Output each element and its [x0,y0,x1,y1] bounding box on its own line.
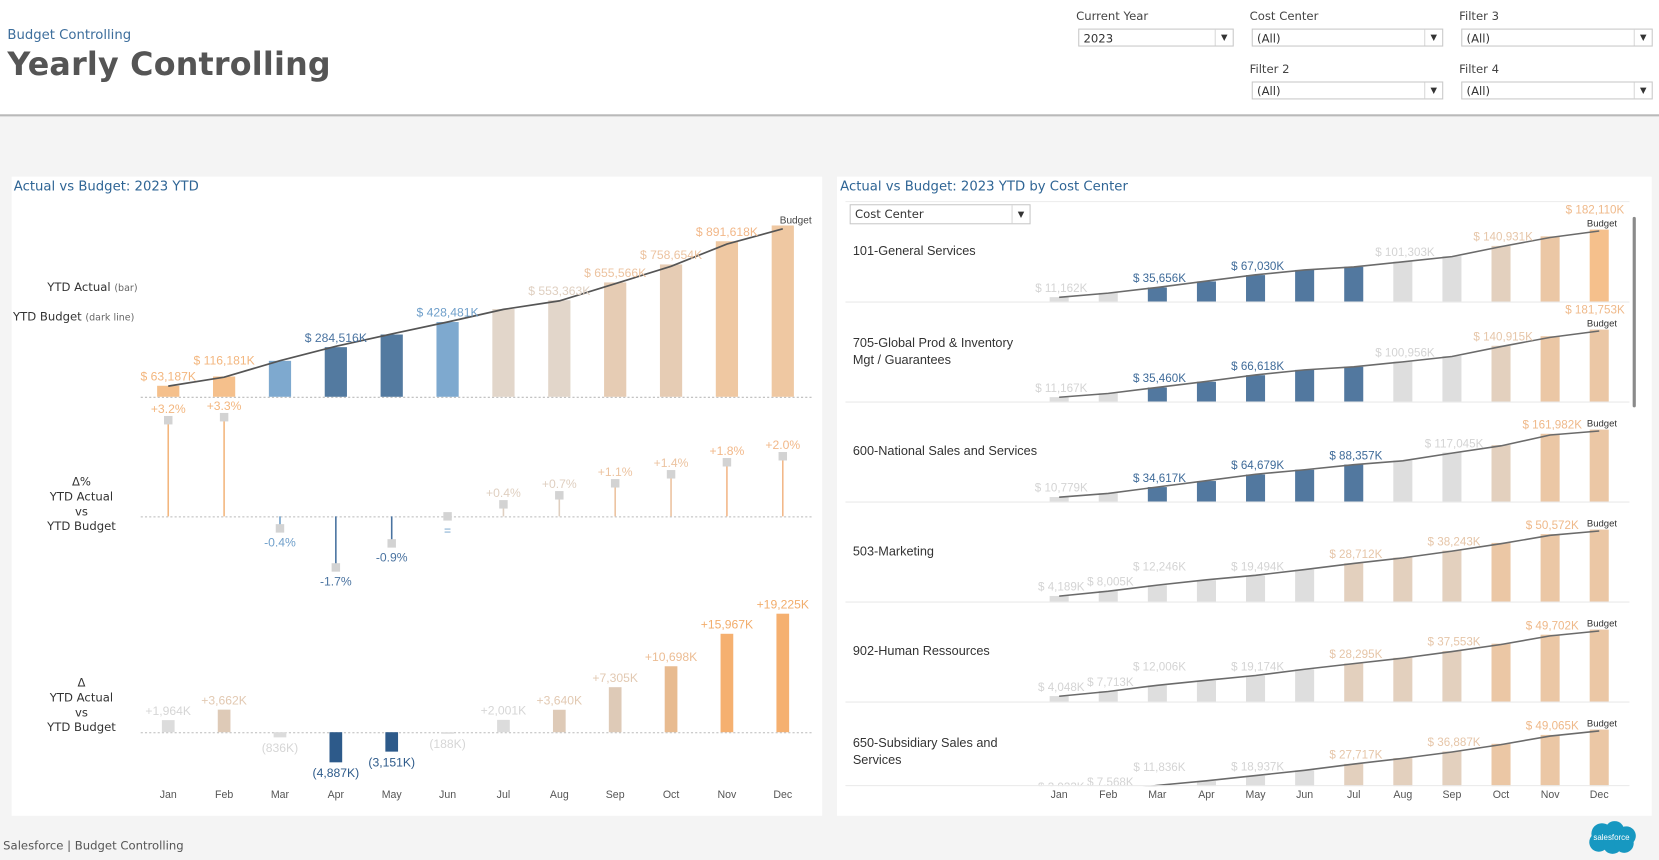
filter-3-select[interactable]: (All) ▼ [1461,28,1653,47]
label-line: 503-Marketing [852,543,935,559]
legend-actual-note: (bar) [114,283,138,295]
pct-axis-label: Δ% YTD Actual vs YTD Budget [29,475,135,534]
cost-center-row-label: 600-National Sales and Services [853,442,1037,459]
cost-center-dropdown[interactable]: Cost Center ▼ [849,204,1031,225]
scrollbar[interactable] [1632,216,1636,408]
filter-value: (All) [1466,31,1491,46]
filter-value: (All) [1257,31,1281,46]
label-line: YTD Actual [49,690,114,705]
cost-center-panel: Actual vs Budget: 2023 YTD by Cost Cente… [836,176,1652,816]
label-line: 902-Human Ressources [852,643,990,659]
label-line: Mgt / Guarantees [852,351,951,367]
dropdown-value: Cost Center [854,207,924,222]
label-line: 600-National Sales and Services [852,443,1038,459]
label-line: vs [74,705,88,720]
legend-actual: YTD Actual (bar) [12,280,152,296]
filter-value: (All) [1466,84,1491,99]
label-line: Services [852,751,902,767]
label-line: YTD Budget [47,720,116,735]
delta-axis-label: Δ YTD Actual vs YTD Budget [29,676,135,735]
filter-current-year-label: Current Year [1076,9,1149,24]
cost-center-row-label: 902-Human Ressources [853,642,990,659]
chevron-down-icon: ▼ [1633,29,1652,46]
cloud-logo-icon: salesforce [1589,821,1636,854]
label-line: Δ% [71,475,91,489]
cost-center-row-label: 705-Global Prod & Inventory Mgt / Guarant… [853,334,1013,368]
legend-budget: YTD Budget (dark line) [12,310,135,326]
chevron-down-icon: ▼ [1214,29,1233,46]
filter-2-select[interactable]: (All) ▼ [1251,81,1444,100]
panel-title: Actual vs Budget: 2023 YTD by Cost Cente… [840,177,1128,194]
chevron-down-icon: ▼ [1424,29,1442,46]
filter-cost-center-select[interactable]: (All) ▼ [1251,28,1444,47]
filter-value: 2023 [1083,31,1114,46]
filter-value: (All) [1257,84,1281,99]
chevron-down-icon: ▼ [1633,82,1652,99]
label-line: 101-General Services [852,243,976,259]
legend-budget-note: (dark line) [85,313,135,324]
label-line: YTD Budget [47,519,116,534]
page-title: Yearly Controlling [7,46,331,84]
cost-center-row-label: 503-Marketing [853,542,934,559]
svg-text:salesforce: salesforce [1593,833,1630,842]
chevron-down-icon: ▼ [1424,82,1442,99]
label-line: Δ [77,676,86,690]
panel-title: Actual vs Budget: 2023 YTD [13,177,199,194]
salesforce-logo: salesforce [1586,820,1637,855]
filter-2-label: Filter 2 [1249,62,1290,77]
filter-4-label: Filter 4 [1459,62,1500,77]
dashboard-subtitle: Budget Controlling [7,26,132,43]
chevron-down-icon: ▼ [1011,205,1030,224]
legend-actual-label: YTD Actual [47,280,111,295]
filter-current-year-select[interactable]: 2023 ▼ [1078,28,1234,47]
legend-budget-label: YTD Budget [12,310,82,324]
filter-cost-center-label: Cost Center [1249,9,1319,24]
ytd-panel: Actual vs Budget: 2023 YTD YTD Actual (b… [11,176,823,816]
filter-4-select[interactable]: (All) ▼ [1461,81,1653,100]
cost-center-row-label: 101-General Services [853,242,976,259]
label-line: 705-Global Prod & Inventory [852,334,1014,350]
filter-3-label: Filter 3 [1459,9,1500,24]
dashboard-header: Budget Controlling Yearly Controlling Cu… [0,0,1659,117]
label-line: 650-Subsidiary Sales and [852,734,998,750]
cost-center-row-label: 650-Subsidiary Sales and Services [853,734,998,768]
label-line: vs [74,504,88,519]
label-line: YTD Actual [49,489,114,504]
footer-text: Salesforce | Budget Controlling [3,839,184,853]
